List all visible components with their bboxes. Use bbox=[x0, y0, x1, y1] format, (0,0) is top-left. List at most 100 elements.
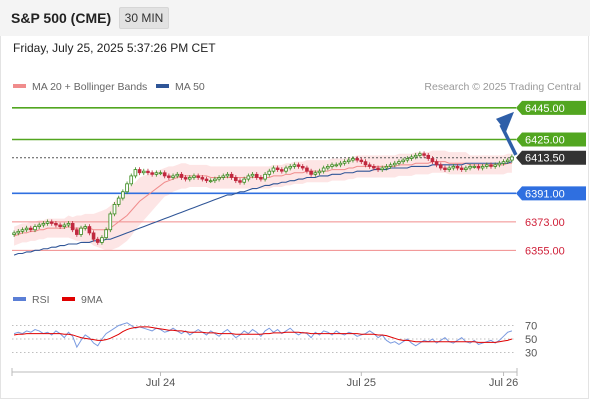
resistance-price-tag bbox=[516, 132, 586, 147]
candle bbox=[292, 162, 297, 169]
candle bbox=[409, 154, 414, 161]
candle-body bbox=[480, 166, 485, 169]
candle bbox=[434, 159, 439, 168]
candle-body bbox=[154, 172, 159, 175]
candle-body bbox=[125, 183, 129, 193]
candle-body bbox=[505, 159, 510, 163]
candle-body bbox=[33, 226, 37, 231]
candle-body bbox=[438, 164, 443, 169]
candle-body bbox=[158, 172, 163, 175]
candle-body bbox=[280, 169, 284, 172]
candle bbox=[196, 173, 200, 180]
candle-body bbox=[418, 153, 422, 156]
candle-body bbox=[384, 166, 389, 169]
legend-label: MA 50 bbox=[175, 81, 205, 93]
candle bbox=[376, 165, 380, 172]
candle bbox=[275, 165, 280, 172]
candle bbox=[16, 228, 21, 236]
candle-body bbox=[367, 164, 372, 167]
level-label: 6391.00 bbox=[525, 188, 565, 200]
candle-body bbox=[150, 172, 154, 175]
candle bbox=[489, 162, 493, 169]
candle bbox=[83, 224, 88, 231]
legend-swatch bbox=[13, 84, 26, 88]
candle-body bbox=[464, 167, 468, 170]
candle bbox=[150, 170, 154, 177]
candle-body bbox=[116, 197, 121, 205]
candle bbox=[267, 168, 272, 177]
candle-body bbox=[405, 158, 410, 161]
arrow-head bbox=[496, 111, 514, 132]
candle-body bbox=[87, 226, 92, 234]
candle bbox=[326, 164, 330, 171]
candle-body bbox=[234, 177, 238, 182]
candle-body bbox=[472, 166, 477, 168]
candle-body bbox=[104, 229, 108, 239]
candle bbox=[108, 211, 113, 233]
candle-body bbox=[372, 166, 376, 169]
candle-body bbox=[79, 227, 83, 235]
candle bbox=[480, 164, 485, 171]
candle-body bbox=[221, 175, 226, 178]
pivot-price-tag bbox=[516, 186, 586, 201]
candle-body bbox=[41, 223, 46, 226]
x-axis-label: Jul 24 bbox=[146, 377, 175, 389]
candle bbox=[246, 173, 251, 182]
candle-body bbox=[146, 170, 150, 174]
instrument-title: S&P 500 (CME) bbox=[11, 10, 112, 26]
candle bbox=[141, 168, 146, 176]
candle-body bbox=[75, 229, 79, 235]
candle-body bbox=[300, 166, 305, 169]
timeframe-button[interactable]: 30 MIN bbox=[119, 7, 169, 29]
candle bbox=[388, 162, 393, 169]
candle-body bbox=[468, 166, 472, 169]
candle-body bbox=[20, 229, 25, 232]
candle bbox=[501, 159, 506, 166]
candle bbox=[133, 167, 138, 179]
candle bbox=[41, 221, 46, 228]
candle-body bbox=[12, 232, 16, 235]
candle bbox=[179, 171, 184, 180]
ma-legend: MA 20 + Bollinger Bands MA 50 bbox=[13, 81, 205, 93]
candle bbox=[242, 176, 246, 185]
candle-body bbox=[338, 162, 343, 166]
candle-body bbox=[476, 166, 481, 169]
candle bbox=[116, 195, 121, 207]
candle-body bbox=[204, 178, 209, 182]
legend-swatch bbox=[62, 297, 75, 301]
rsi-legend: RSI 9MA bbox=[13, 294, 103, 306]
candle-body bbox=[175, 173, 180, 177]
candle bbox=[346, 157, 351, 165]
chart-header bbox=[0, 0, 590, 36]
candle bbox=[384, 164, 389, 171]
candle bbox=[342, 159, 347, 166]
candle-body bbox=[392, 162, 397, 166]
candle bbox=[401, 157, 405, 165]
candle-body bbox=[334, 164, 339, 167]
candle bbox=[468, 164, 472, 171]
candle bbox=[464, 165, 468, 172]
candle-body bbox=[409, 156, 414, 159]
level-label: 6373.00 bbox=[525, 217, 565, 229]
candle-body bbox=[388, 164, 393, 167]
candle-body bbox=[217, 177, 221, 180]
chart-datetime: Friday, July 25, 2025 5:37:26 PM CET bbox=[13, 41, 216, 55]
candle bbox=[45, 219, 50, 226]
candle bbox=[338, 160, 343, 168]
candle bbox=[171, 173, 175, 180]
candle-body bbox=[497, 162, 502, 166]
x-axis: Jul 24 Jul 25 Jul 26 bbox=[11, 368, 518, 389]
candle-body bbox=[137, 169, 142, 174]
candle bbox=[493, 162, 497, 169]
legend-swatch bbox=[156, 84, 169, 88]
candle-body bbox=[413, 154, 418, 158]
candle-body bbox=[485, 164, 489, 167]
candle bbox=[413, 152, 418, 160]
candle-body bbox=[489, 164, 493, 167]
candle bbox=[20, 227, 25, 234]
candle bbox=[12, 230, 16, 237]
candle-body bbox=[493, 164, 497, 167]
candle-body bbox=[129, 175, 134, 185]
candle bbox=[229, 171, 234, 180]
candle bbox=[225, 171, 230, 179]
